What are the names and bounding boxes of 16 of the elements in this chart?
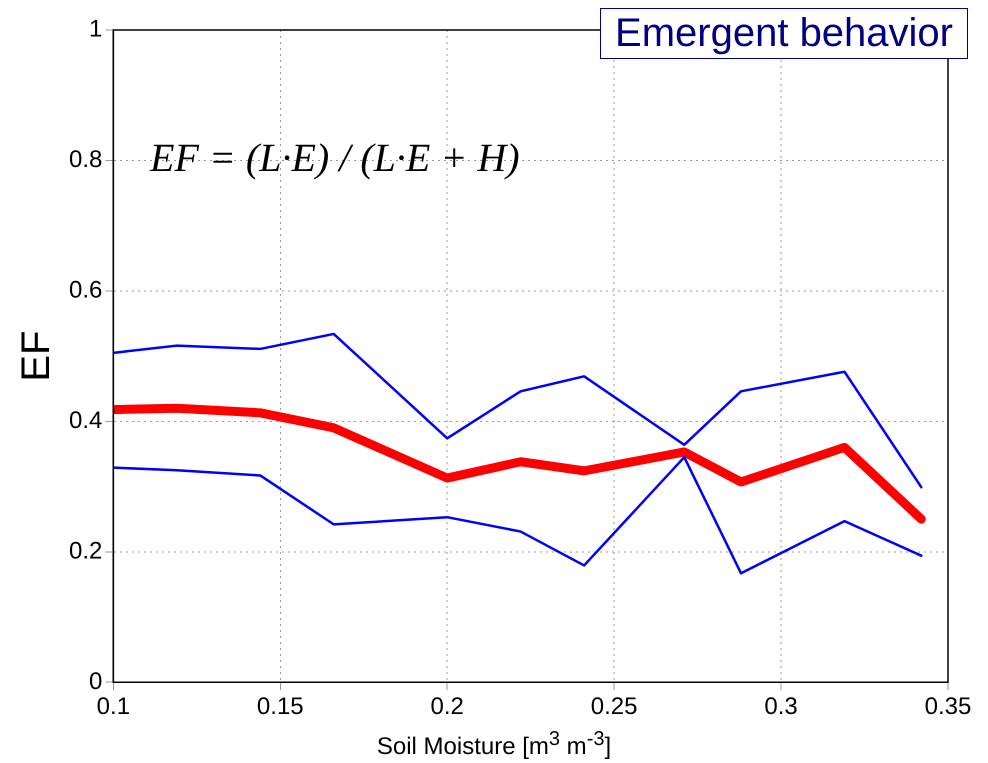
annotation: EF = (L·E) / (L·E + H) bbox=[149, 134, 520, 180]
x-tick-label: 0.25 bbox=[590, 693, 638, 720]
y-tick-label: 0 bbox=[89, 668, 102, 695]
y-tick-label: 0.8 bbox=[68, 146, 102, 174]
y-tick-label: 1 bbox=[89, 16, 102, 43]
y-tick-label: 0.4 bbox=[68, 406, 102, 434]
y-axis-title: EF bbox=[14, 330, 58, 382]
x-tick-label: 0.3 bbox=[764, 693, 798, 720]
x-tick-label: 0.35 bbox=[924, 693, 972, 720]
x-tick-label: 0.1 bbox=[96, 693, 130, 720]
annotation: Emergent behavior bbox=[600, 8, 968, 59]
y-tick-label: 0.2 bbox=[68, 537, 102, 564]
x-axis-title: Soil Moisture [m$^{3}$ m$^{-3}$] bbox=[376, 728, 612, 761]
x-tick-label: 0.15 bbox=[256, 693, 304, 720]
y-tick-label: 0.6 bbox=[68, 276, 102, 304]
x-tick-label: 0.2 bbox=[430, 693, 464, 720]
